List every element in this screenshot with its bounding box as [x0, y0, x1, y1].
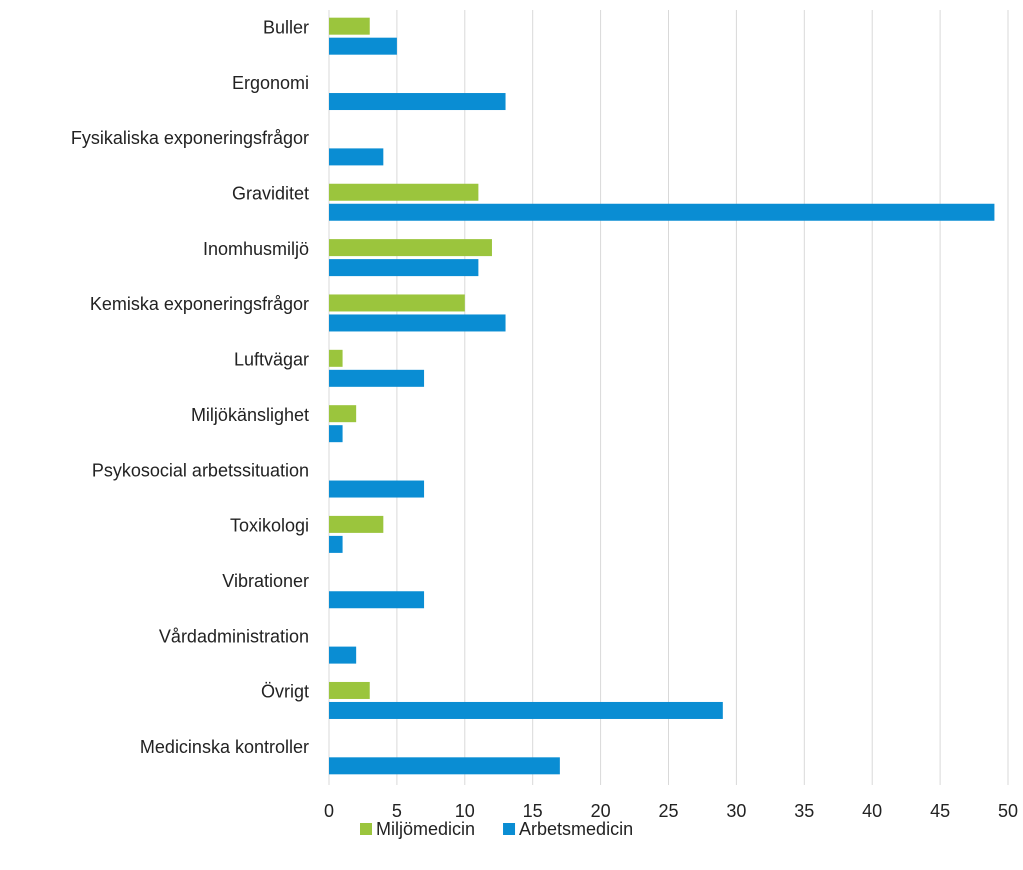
x-tick-label: 0 [324, 801, 334, 821]
x-tick-label: 20 [591, 801, 611, 821]
legend-label: Miljömedicin [376, 819, 475, 839]
legend-label: Arbetsmedicin [519, 819, 633, 839]
y-tick-label: Ergonomi [232, 73, 309, 93]
bar [329, 259, 479, 277]
bar [329, 37, 397, 55]
bar [329, 535, 343, 553]
x-tick-label: 35 [794, 801, 814, 821]
x-tick-label: 45 [930, 801, 950, 821]
bar [329, 701, 723, 719]
x-tick-label: 30 [726, 801, 746, 821]
y-tick-label: Vibrationer [222, 571, 309, 591]
bar [329, 480, 425, 498]
bar [329, 203, 995, 221]
x-tick-label: 40 [862, 801, 882, 821]
bar [329, 591, 425, 609]
y-tick-label: Medicinska kontroller [140, 737, 309, 757]
bar [329, 17, 370, 35]
y-tick-label: Graviditet [232, 184, 309, 204]
bar [329, 148, 384, 166]
y-tick-label: Psykosocial arbetssituation [92, 460, 309, 480]
y-tick-label: Luftvägar [234, 350, 309, 370]
y-tick-label: Kemiska exponeringsfrågor [90, 294, 309, 314]
legend-swatch [360, 823, 372, 835]
y-tick-label: Övrigt [261, 682, 309, 702]
x-tick-label: 5 [392, 801, 402, 821]
y-tick-label: Fysikaliska exponeringsfrågor [71, 128, 309, 148]
x-tick-label: 50 [998, 801, 1018, 821]
bar [329, 515, 384, 533]
y-tick-label: Vårdadministration [159, 626, 309, 646]
bar [329, 369, 425, 387]
bar [329, 239, 492, 257]
legend-swatch [503, 823, 516, 835]
bar [329, 314, 506, 332]
y-tick-label: Buller [263, 17, 309, 37]
x-tick-label: 25 [658, 801, 678, 821]
y-tick-label: Miljökänslighet [191, 405, 309, 425]
bar [329, 646, 357, 664]
x-tick-label: 10 [455, 801, 475, 821]
x-tick-label: 15 [523, 801, 543, 821]
bar [329, 425, 343, 443]
bar [329, 183, 479, 201]
y-tick-label: Inomhusmiljö [203, 239, 309, 259]
bar [329, 681, 370, 699]
bar [329, 405, 357, 423]
bar [329, 93, 506, 111]
y-tick-label: Toxikologi [230, 516, 309, 536]
bar [329, 757, 560, 775]
bar [329, 294, 465, 312]
bar [329, 349, 343, 367]
